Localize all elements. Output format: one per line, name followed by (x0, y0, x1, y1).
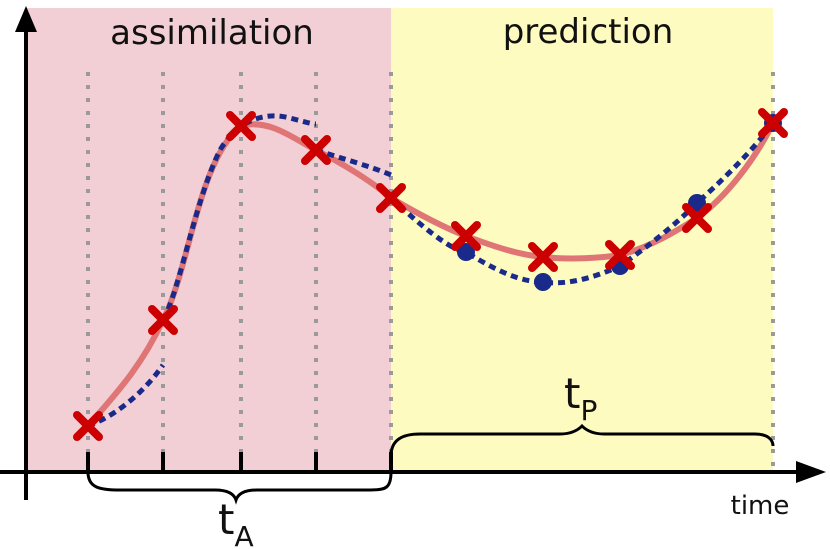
observation-time-lines (86, 72, 775, 470)
prediction-window-label: tP (564, 369, 597, 427)
axes (0, 6, 826, 500)
observation-x-icon (148, 305, 178, 335)
observation-x-icon (682, 203, 712, 233)
assimilation-window-brace (86, 471, 393, 505)
forecast-point (688, 194, 706, 212)
prediction-window-brace (389, 423, 775, 457)
observation-x-icon (758, 108, 788, 138)
prediction-window-subscript: P (580, 394, 597, 427)
assimilation-label: assimilation (110, 13, 314, 53)
forecast-point (457, 243, 475, 261)
observation-x-icon (605, 240, 635, 270)
x-axis-arrow-icon (796, 461, 826, 483)
y-axis-arrow-icon (15, 6, 37, 32)
observation-x-icon (226, 111, 256, 141)
prediction-label: prediction (503, 12, 674, 52)
assimilation-window-label: tA (218, 495, 254, 549)
model-segment-1 (87, 363, 166, 429)
forecast-point (534, 273, 552, 291)
observation-x-icon (451, 221, 481, 251)
observation-markers (73, 108, 788, 441)
observation-x-icon (301, 135, 331, 165)
observation-x-icon (73, 411, 103, 441)
assimilation-window-subscript: A (234, 520, 253, 549)
prediction-region (391, 8, 773, 472)
axis-ticks (86, 452, 393, 472)
prediction-window-letter: t (564, 369, 580, 418)
model-segment-3 (315, 147, 392, 178)
assimilation-region (26, 8, 391, 472)
observation-x-icon (528, 242, 558, 272)
observation-x-icon (376, 183, 406, 213)
assimilation-window-letter: t (218, 495, 234, 544)
time-axis-label: time (731, 491, 790, 521)
